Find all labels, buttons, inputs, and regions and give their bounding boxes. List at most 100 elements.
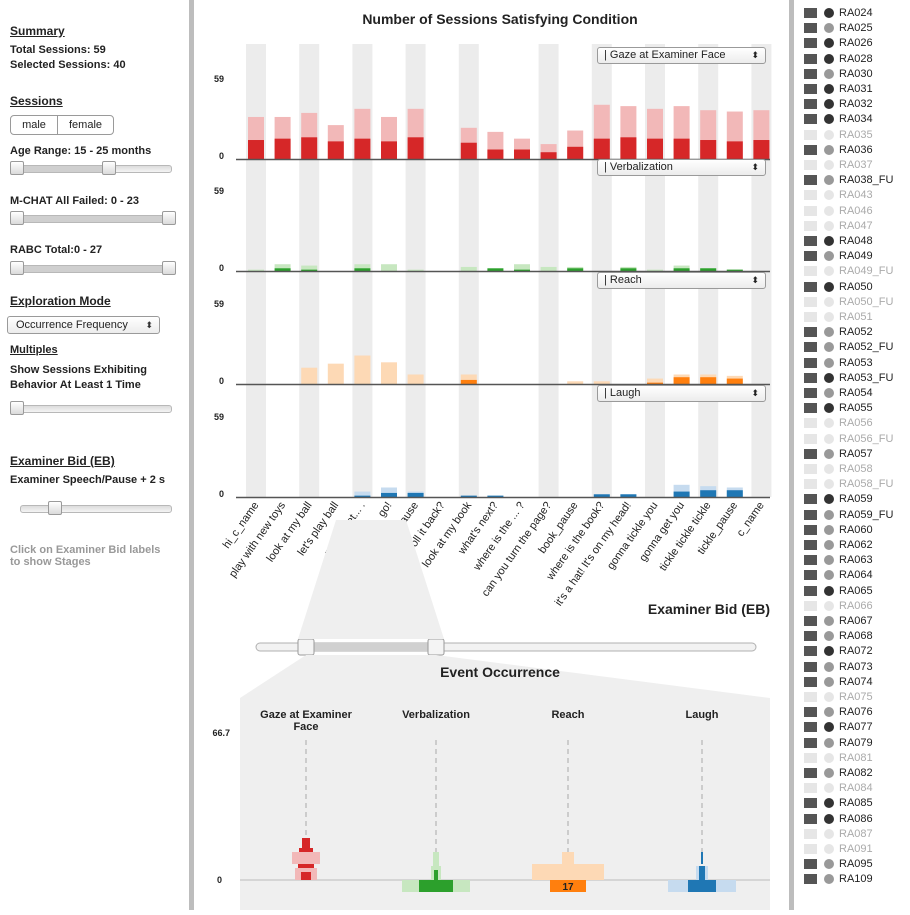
bar-selected[interactable] — [514, 149, 530, 159]
bid-label[interactable]: go! — [376, 500, 395, 519]
behavior-select-0[interactable]: | Gaze at Examiner Face ⬍ — [597, 47, 766, 64]
session-item[interactable]: RA058_FU — [804, 477, 908, 492]
session-color-swatch[interactable] — [804, 327, 817, 338]
bar-selected[interactable] — [248, 140, 264, 159]
occurrence-block[interactable] — [302, 838, 310, 848]
session-item[interactable]: RA109 — [804, 872, 908, 887]
bar-selected[interactable] — [620, 494, 637, 497]
bar-selected[interactable] — [593, 138, 610, 159]
occurrence-block[interactable] — [434, 870, 438, 880]
session-color-swatch[interactable] — [804, 251, 817, 262]
session-color-swatch[interactable] — [804, 266, 817, 277]
bar-selected[interactable] — [514, 269, 530, 271]
bar-selected[interactable] — [354, 495, 371, 497]
occurrence-block[interactable] — [301, 872, 311, 880]
session-item[interactable]: RA031 — [804, 82, 908, 97]
session-item[interactable]: RA073 — [804, 660, 908, 675]
bar-selected[interactable] — [354, 268, 371, 271]
session-color-swatch[interactable] — [804, 798, 817, 809]
bar-total[interactable] — [301, 265, 318, 271]
session-color-swatch[interactable] — [804, 357, 817, 368]
session-color-swatch[interactable] — [804, 144, 817, 155]
right-divider[interactable] — [789, 0, 794, 910]
rabc-min-handle[interactable] — [10, 261, 24, 275]
session-item[interactable]: RA048 — [804, 234, 908, 249]
range-handle[interactable] — [427, 638, 445, 656]
occurrence-block[interactable] — [532, 864, 604, 880]
session-color-swatch[interactable] — [804, 8, 817, 18]
occurrence-block[interactable] — [419, 880, 453, 892]
bid-range-slider[interactable] — [255, 638, 757, 656]
bar-selected[interactable] — [647, 382, 663, 384]
session-item[interactable]: RA056_FU — [804, 432, 908, 447]
session-item[interactable]: RA032 — [804, 97, 908, 112]
left-divider[interactable] — [189, 0, 194, 910]
session-color-swatch[interactable] — [804, 555, 817, 566]
session-item[interactable]: RA059 — [804, 492, 908, 507]
session-color-swatch[interactable] — [804, 160, 817, 170]
session-item[interactable]: RA076 — [804, 705, 908, 720]
event-label[interactable]: Gaze at Examiner — [260, 709, 352, 721]
session-item[interactable]: RA065 — [804, 584, 908, 599]
bar-selected[interactable] — [567, 268, 584, 271]
session-color-swatch[interactable] — [804, 844, 817, 854]
session-item[interactable]: RA084 — [804, 781, 908, 796]
session-item[interactable]: RA049 — [804, 249, 908, 264]
rabc-range-slider[interactable] — [10, 261, 176, 275]
session-color-swatch[interactable] — [804, 236, 817, 246]
bar-selected[interactable] — [700, 268, 717, 271]
range-handle[interactable] — [297, 638, 315, 656]
bar-selected[interactable] — [726, 269, 743, 271]
bar-selected[interactable] — [673, 377, 690, 384]
session-item[interactable]: RA036 — [804, 143, 908, 158]
bar-total[interactable] — [354, 264, 371, 271]
session-color-swatch[interactable] — [804, 509, 817, 520]
session-item[interactable]: RA064 — [804, 568, 908, 583]
session-item[interactable]: RA046 — [804, 204, 908, 219]
session-item[interactable]: RA077 — [804, 720, 908, 735]
session-item[interactable]: RA091 — [804, 842, 908, 857]
session-color-swatch[interactable] — [804, 631, 817, 642]
session-color-swatch[interactable] — [804, 433, 817, 444]
session-item[interactable]: RA060 — [804, 523, 908, 538]
bar-selected[interactable] — [673, 491, 690, 497]
age-max-handle[interactable] — [101, 161, 116, 175]
mchat-min-handle[interactable] — [10, 211, 24, 225]
bar-selected[interactable] — [460, 495, 477, 497]
bar-selected[interactable] — [540, 152, 557, 159]
session-item[interactable]: RA043 — [804, 188, 908, 203]
session-color-swatch[interactable] — [804, 388, 817, 398]
session-color-swatch[interactable] — [804, 859, 817, 870]
session-item[interactable]: RA035 — [804, 128, 908, 143]
session-color-swatch[interactable] — [804, 707, 817, 718]
bar-total[interactable] — [354, 491, 371, 497]
bar-selected[interactable] — [700, 490, 717, 497]
session-color-swatch[interactable] — [804, 99, 817, 110]
occurrence-block[interactable] — [699, 866, 705, 880]
session-item[interactable]: RA058 — [804, 462, 908, 477]
session-item[interactable]: RA051 — [804, 310, 908, 325]
female-toggle-button[interactable]: female — [57, 115, 114, 135]
session-color-swatch[interactable] — [804, 616, 817, 626]
session-item[interactable]: RA067 — [804, 614, 908, 629]
session-color-swatch[interactable] — [804, 813, 817, 824]
occurrence-block[interactable] — [688, 880, 716, 892]
session-color-swatch[interactable] — [804, 342, 817, 353]
bar-selected[interactable] — [274, 138, 291, 159]
session-color-swatch[interactable] — [804, 403, 817, 414]
bar-selected[interactable] — [487, 149, 504, 159]
session-color-swatch[interactable] — [804, 464, 817, 474]
bar-total[interactable] — [274, 264, 291, 271]
bar-selected[interactable] — [487, 495, 504, 497]
bar-selected[interactable] — [593, 494, 610, 497]
session-color-swatch[interactable] — [804, 53, 817, 64]
session-color-swatch[interactable] — [804, 494, 817, 505]
session-item[interactable]: RA050 — [804, 280, 908, 295]
session-color-swatch[interactable] — [804, 84, 817, 94]
bar-selected[interactable] — [620, 268, 637, 271]
bar-total[interactable] — [567, 381, 584, 384]
bar-total[interactable] — [514, 264, 530, 271]
bar-total[interactable] — [460, 266, 477, 271]
session-item[interactable]: RA068 — [804, 629, 908, 644]
bar-selected[interactable] — [407, 137, 424, 159]
